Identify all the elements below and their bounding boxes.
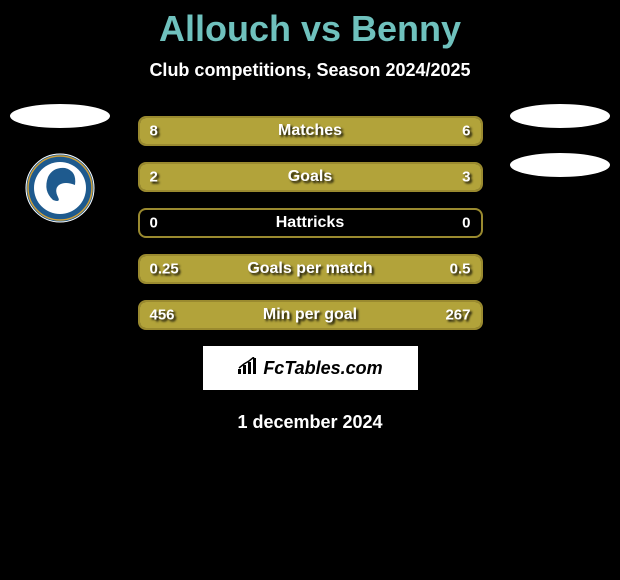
brand-text: FcTables.com: [263, 358, 382, 379]
stat-bar-row: 23Goals: [138, 162, 483, 192]
left-player-column: [10, 104, 110, 223]
brand-box: FcTables.com: [203, 346, 418, 390]
player-ellipse-right-2: [510, 153, 610, 177]
comparison-content: 86Matches 23Goals 00Hattricks 0.250.5Goals …: [0, 116, 620, 330]
club-logo-left: [25, 153, 95, 223]
player-ellipse-right-1: [510, 104, 610, 128]
bar-label: Hattricks: [140, 214, 481, 232]
bar-label: Goals: [140, 168, 481, 186]
page-title: Allouch vs Benny: [0, 0, 620, 50]
stat-bar-row: 0.250.5Goals per match: [138, 254, 483, 284]
stat-bar-row: 00Hattricks: [138, 208, 483, 238]
stat-bar-row: 456267Min per goal: [138, 300, 483, 330]
player-ellipse-left: [10, 104, 110, 128]
subtitle: Club competitions, Season 2024/2025: [0, 60, 620, 81]
bar-label: Goals per match: [140, 260, 481, 278]
bar-label: Min per goal: [140, 306, 481, 324]
stat-bars: 86Matches 23Goals 00Hattricks 0.250.5Goals …: [138, 116, 483, 330]
date-text: 1 december 2024: [0, 412, 620, 433]
stat-bar-row: 86Matches: [138, 116, 483, 146]
brand-chart-icon: [237, 357, 259, 380]
bar-label: Matches: [140, 122, 481, 140]
right-player-column: [510, 104, 610, 202]
